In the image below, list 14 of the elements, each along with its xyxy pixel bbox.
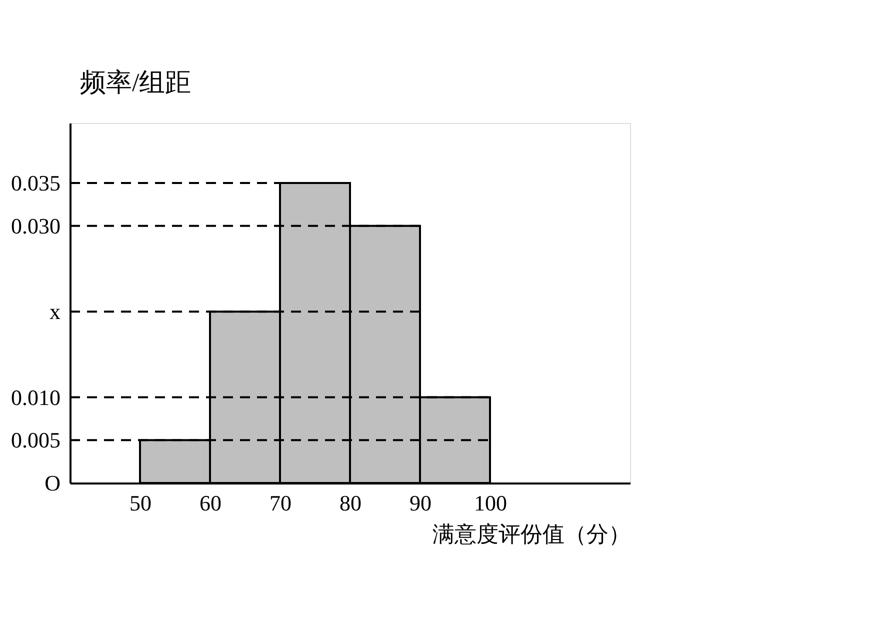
y-tick-label: 0.035	[11, 170, 60, 196]
x-axis-title: 满意度评份值（分）	[432, 522, 630, 546]
x-tick-label: 90	[410, 490, 432, 516]
x-tick-label: 60	[200, 490, 222, 516]
y-tick-label: 0.030	[11, 213, 60, 238]
x-tick-label: 100	[474, 490, 507, 516]
x-tick-label: 50	[130, 490, 152, 516]
y-tick-label: 0.005	[11, 428, 60, 453]
y-axis-title: 频率/组距	[80, 68, 192, 97]
x-tick-label: 70	[270, 490, 292, 516]
y-tick-label: 0.010	[11, 384, 60, 410]
y-tick-label: O	[44, 470, 60, 496]
x-tick-label: 80	[340, 490, 362, 516]
y-tick-label: x	[50, 299, 60, 324]
